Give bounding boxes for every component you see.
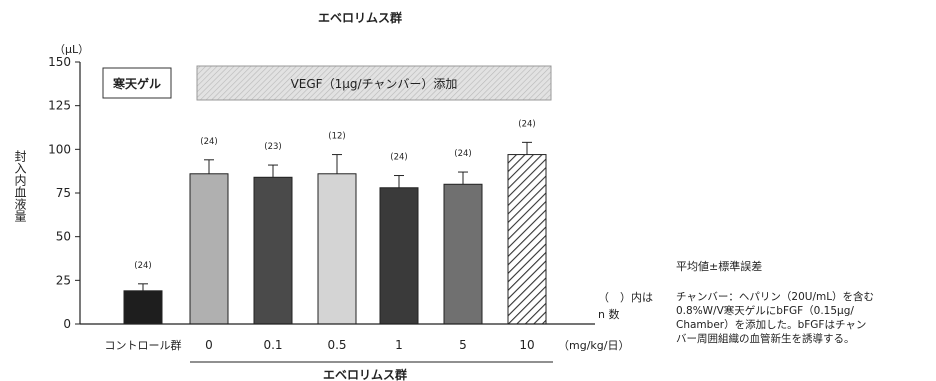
y-tick-label: 150 bbox=[48, 55, 71, 69]
x-unit-label: （mg/kg/日） bbox=[558, 339, 629, 352]
bars-group: (24) (24) (23) (12) (24) (24) (24) bbox=[123, 119, 547, 325]
bar bbox=[507, 154, 547, 325]
y-tick-label: 0 bbox=[63, 317, 71, 331]
y-unit-label: （μL） bbox=[54, 43, 89, 56]
n-note-line1: （ ）内は bbox=[598, 290, 653, 304]
bar bbox=[253, 176, 293, 325]
y-axis: 0 25 50 75 100 125 150 bbox=[48, 55, 81, 331]
y-tick-label: 25 bbox=[56, 273, 71, 287]
bar bbox=[379, 187, 419, 325]
x-tick-label: コントロール群 bbox=[105, 338, 182, 352]
n-label: (24) bbox=[134, 261, 151, 271]
n-label: (24) bbox=[518, 119, 535, 129]
n-label: (24) bbox=[390, 153, 407, 163]
x-tick-label: 10 bbox=[519, 338, 534, 352]
x-group-label: エベロリムス群 bbox=[323, 367, 407, 381]
y-tick-label: 50 bbox=[56, 230, 71, 244]
note-body: チャンバー：ヘパリン（20U/mL）を含む 0.8%W/V寒天ゲルにbFGF（0… bbox=[676, 291, 875, 345]
legend: 寒天ゲル VEGF（1μg/チャンバー）添加 bbox=[102, 65, 552, 101]
x-tick-label: 0.1 bbox=[263, 338, 282, 352]
n-note-line2: n 数 bbox=[598, 308, 619, 321]
y-tick-label: 100 bbox=[48, 142, 71, 156]
chart-title: エベロリムス群 bbox=[318, 10, 402, 25]
n-label: (24) bbox=[454, 149, 471, 159]
note-title: 平均値±標準誤差 bbox=[676, 260, 763, 273]
legend-band-label: VEGF（1μg/チャンバー）添加 bbox=[291, 77, 458, 91]
legend-band bbox=[196, 65, 552, 101]
n-label: (12) bbox=[328, 132, 345, 142]
bar bbox=[123, 290, 163, 325]
legend-box bbox=[102, 67, 172, 99]
x-tick-label: 0.5 bbox=[327, 338, 346, 352]
x-tick-label: 1 bbox=[395, 338, 403, 352]
bar bbox=[443, 183, 483, 325]
y-axis-label: 封入内血液量 bbox=[13, 150, 27, 222]
bar bbox=[189, 173, 229, 325]
y-tick-label: 75 bbox=[56, 186, 71, 200]
bar bbox=[317, 173, 357, 325]
n-label: (24) bbox=[200, 137, 217, 147]
x-axis: コントロール群 0 0.1 0.5 1 5 10 bbox=[80, 323, 595, 352]
y-tick-label: 125 bbox=[48, 99, 71, 113]
x-tick-label: 5 bbox=[459, 338, 467, 352]
legend-box-label: 寒天ゲル bbox=[112, 76, 161, 91]
n-label: (23) bbox=[264, 142, 281, 152]
x-tick-label: 0 bbox=[205, 338, 213, 352]
